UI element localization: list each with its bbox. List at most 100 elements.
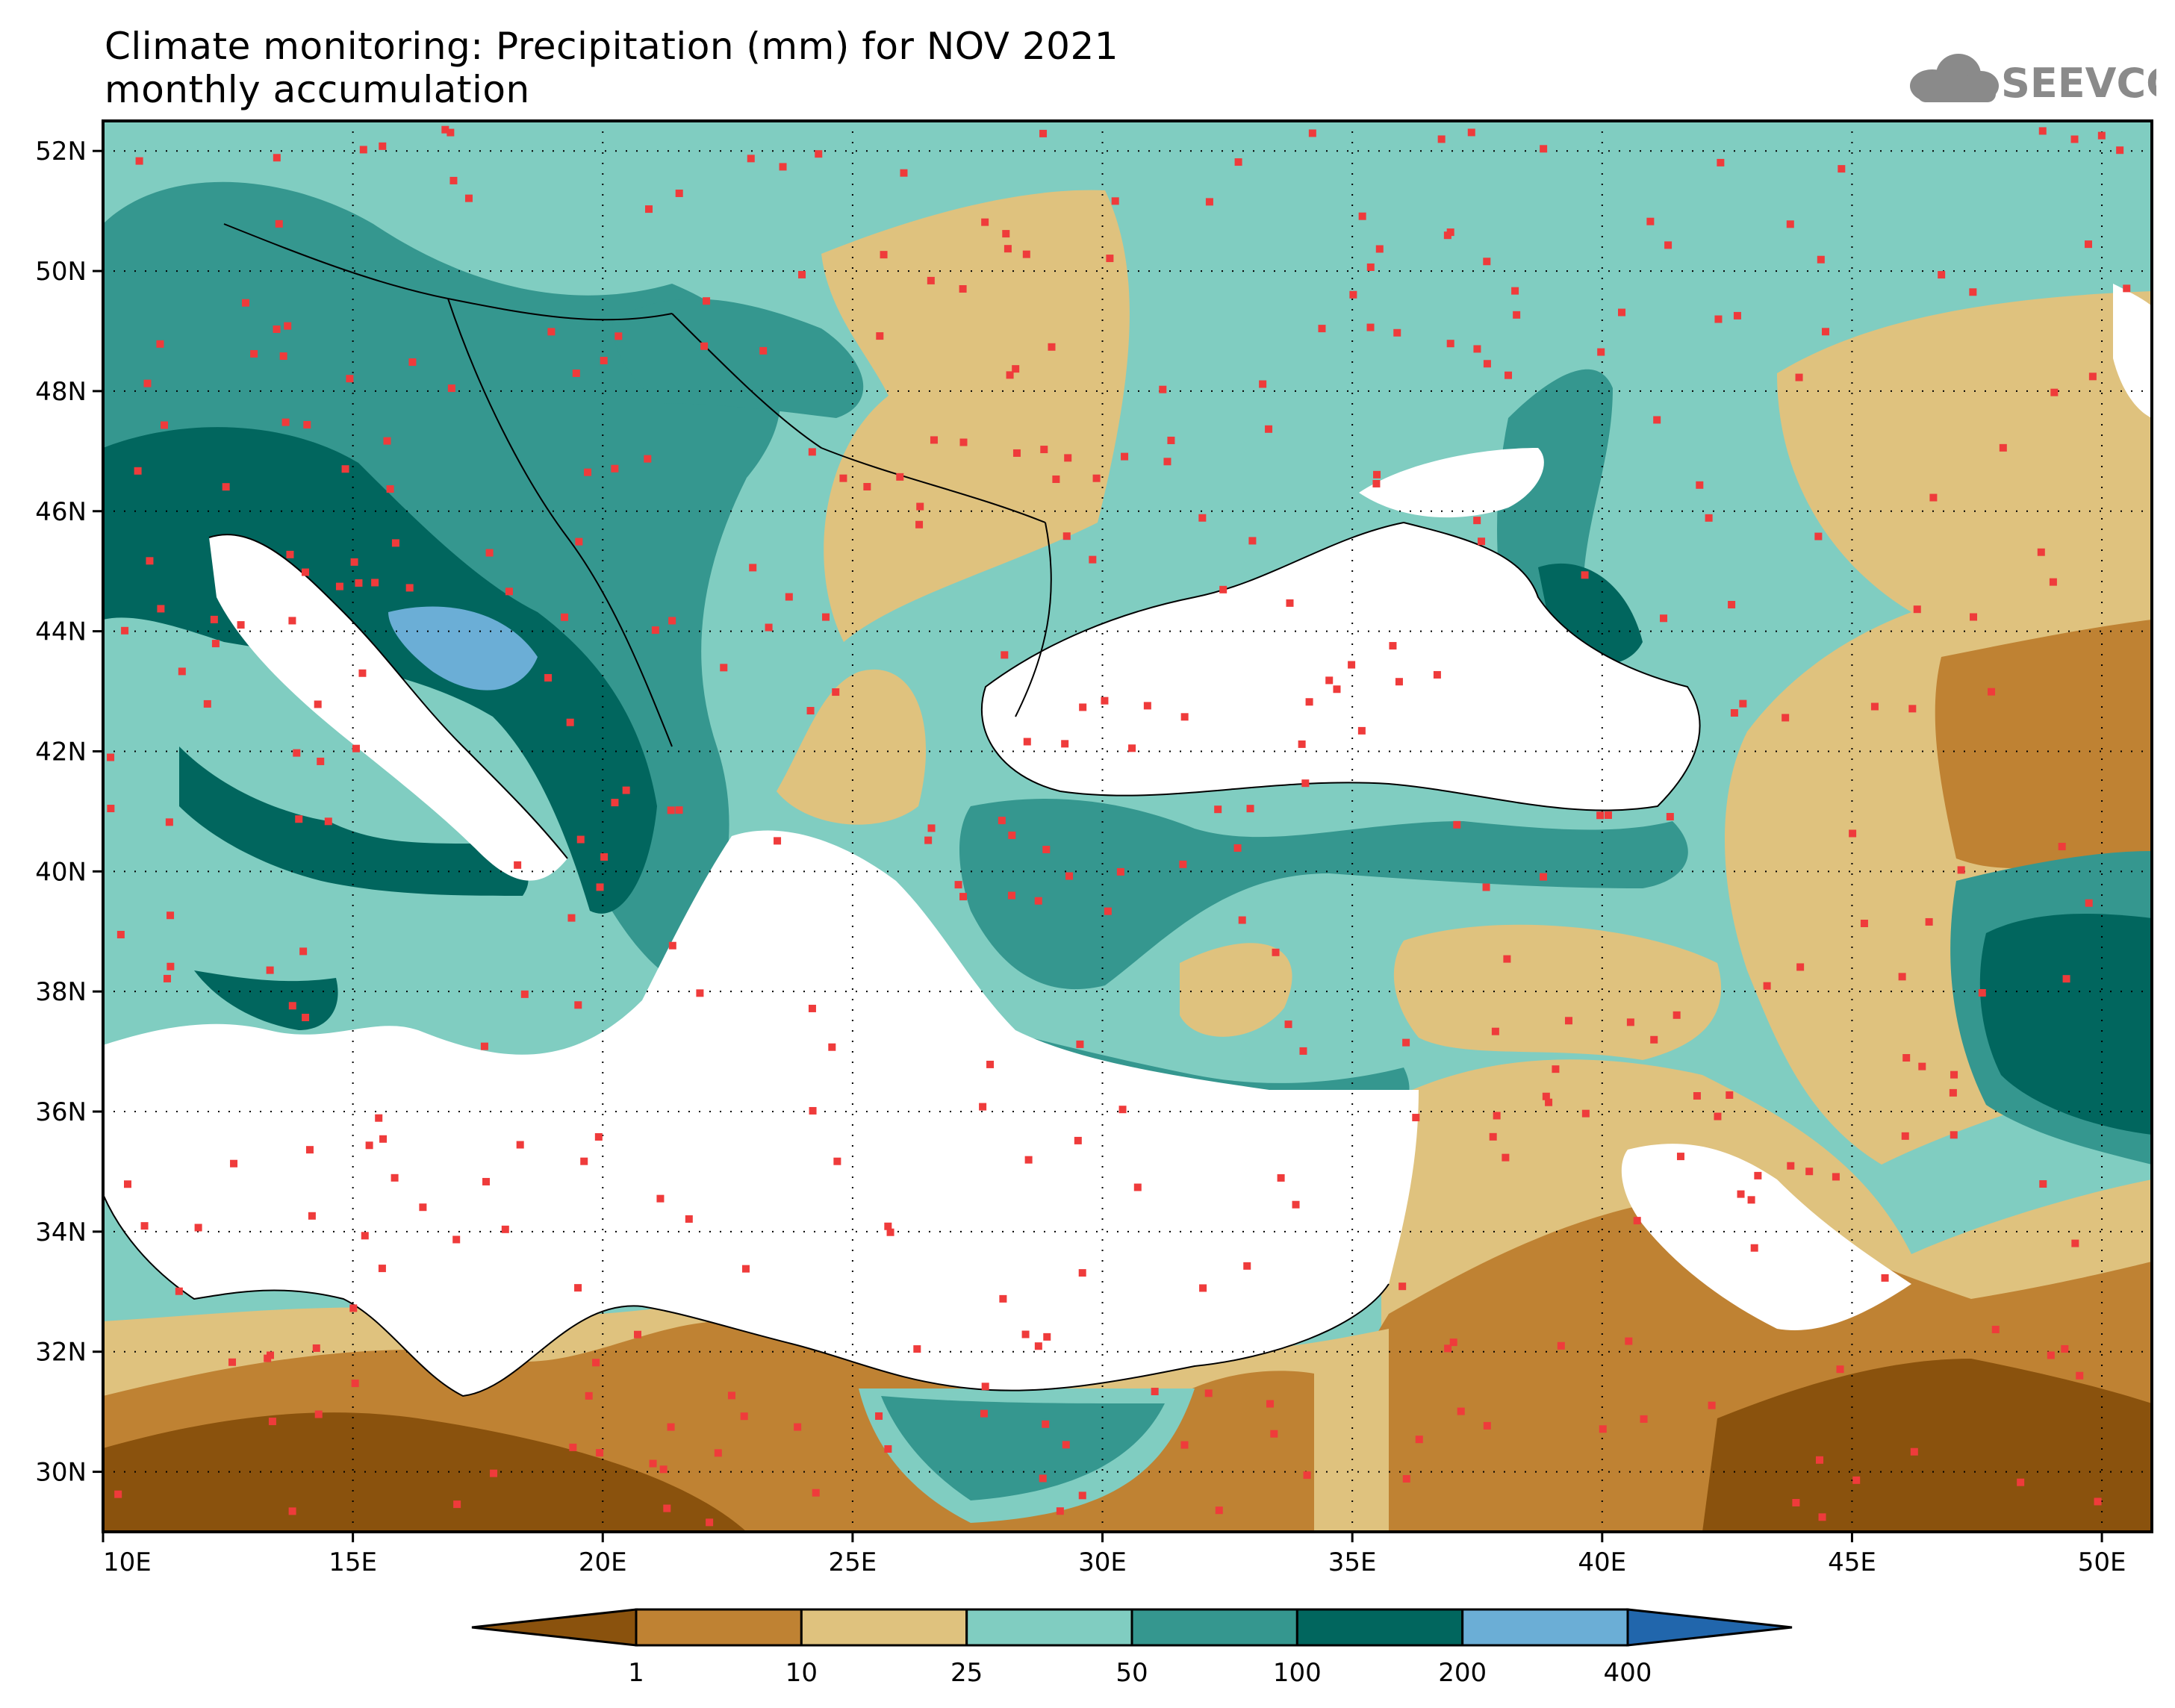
station-marker (749, 564, 757, 572)
station-marker (656, 1194, 665, 1203)
station-marker (1482, 883, 1490, 891)
lat-tick-label: 36N (35, 1097, 87, 1127)
station-marker (2049, 578, 2057, 586)
station-marker (2058, 843, 2066, 851)
legend-label: 50 (1115, 1658, 1148, 1688)
station-marker (1246, 805, 1254, 813)
station-marker (1265, 425, 1273, 433)
station-marker (2116, 146, 2124, 155)
station-marker (288, 1507, 296, 1515)
station-marker (1180, 1441, 1189, 1449)
station-marker (2071, 1239, 2079, 1247)
station-marker (1453, 820, 1461, 829)
station-marker (1437, 135, 1446, 143)
station-marker (365, 1141, 373, 1150)
axis-ticks: 52N 50N 48N 46N 44N 42N 40N 38N 36N 34N 32N 30N 10E 1… (35, 137, 2126, 1577)
station-marker (264, 1354, 272, 1362)
station-marker (1205, 198, 1213, 206)
station-marker (1640, 1415, 1648, 1423)
station-marker (107, 805, 115, 813)
legend-swatch (635, 1608, 803, 1647)
station-marker (774, 837, 782, 845)
station-marker (1292, 1200, 1300, 1209)
station-marker (808, 448, 816, 456)
station-marker (1849, 829, 1857, 838)
station-marker (405, 584, 414, 592)
station-marker (600, 357, 608, 365)
station-marker (1270, 1430, 1278, 1438)
station-marker (611, 799, 619, 807)
station-marker (1078, 1492, 1086, 1500)
station-marker (1433, 670, 1441, 679)
station-markers (107, 125, 2131, 1527)
station-marker (178, 667, 186, 676)
station-marker (1564, 1017, 1572, 1025)
station-marker (1133, 1183, 1142, 1191)
station-marker (747, 155, 755, 163)
station-marker (1581, 1109, 1590, 1118)
station-marker (1599, 1425, 1607, 1433)
station-marker (979, 1103, 987, 1111)
station-marker (163, 974, 171, 982)
station-marker (999, 1294, 1007, 1303)
station-marker (675, 806, 683, 814)
station-marker (544, 673, 553, 682)
station-marker (596, 883, 604, 891)
station-marker (1358, 212, 1366, 220)
station-marker (1786, 220, 1794, 228)
station-marker (798, 270, 806, 278)
station-marker (516, 1141, 524, 1149)
lon-tick-label: 30E (1078, 1548, 1127, 1577)
station-marker (1277, 1174, 1285, 1182)
station-marker (1004, 245, 1012, 253)
station-marker (143, 379, 152, 387)
station-marker (1795, 373, 1803, 381)
station-marker (1373, 470, 1381, 479)
station-marker (1950, 1070, 1958, 1079)
station-marker (611, 464, 619, 473)
station-marker (1478, 537, 1486, 546)
station-marker (371, 579, 379, 587)
station-marker (1513, 311, 1521, 319)
station-marker (1664, 241, 1673, 249)
legend-label: 1 (628, 1658, 644, 1688)
station-marker (1198, 514, 1207, 522)
station-marker (1493, 1112, 1501, 1120)
station-marker (464, 194, 473, 202)
station-marker (720, 664, 728, 672)
station-marker (622, 786, 630, 794)
legend-swatch (800, 1608, 968, 1647)
station-marker (156, 340, 164, 348)
station-marker (1708, 1401, 1716, 1409)
station-marker (335, 582, 343, 590)
station-marker (1491, 1027, 1499, 1035)
station-marker (668, 617, 676, 625)
station-marker (828, 1043, 836, 1051)
station-marker (1483, 360, 1491, 368)
station-marker (1180, 713, 1189, 721)
station-marker (981, 218, 989, 226)
station-marker (350, 558, 358, 566)
station-marker (288, 617, 296, 625)
cloud-icon (1910, 54, 1999, 102)
station-marker (1167, 436, 1175, 444)
station-marker (324, 817, 332, 826)
lon-tick-label: 45E (1828, 1548, 1876, 1577)
station-marker (1782, 714, 1790, 722)
legend-label: 400 (1604, 1658, 1652, 1688)
station-marker (1286, 599, 1294, 607)
lon-tick-label: 50E (2078, 1548, 2126, 1577)
station-marker (1646, 217, 1655, 225)
station-marker (700, 342, 709, 350)
station-marker (1473, 345, 1481, 353)
station-marker (1805, 1168, 1814, 1176)
station-marker (505, 587, 513, 596)
station-marker (1065, 872, 1074, 880)
legend-label: 10 (785, 1658, 818, 1688)
station-marker (1557, 1341, 1565, 1350)
station-marker (107, 753, 115, 761)
station-marker (1349, 290, 1357, 299)
station-marker (2050, 388, 2059, 396)
station-marker (1787, 1162, 1795, 1170)
station-marker (447, 384, 455, 393)
